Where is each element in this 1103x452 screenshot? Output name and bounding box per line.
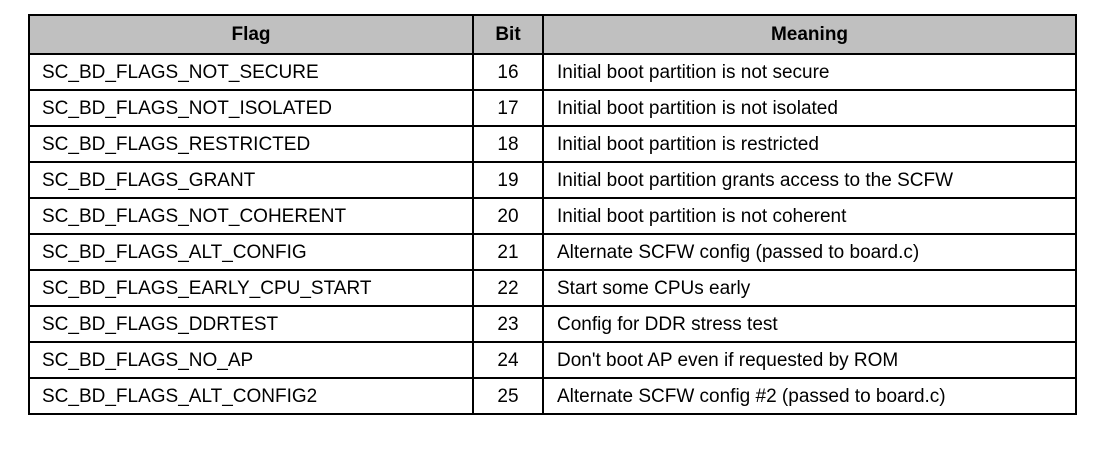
- table-row: SC_BD_FLAGS_ALT_CONFIG2 25 Alternate SCFW …: [28, 377, 1077, 415]
- bit-cell: 25: [472, 377, 544, 415]
- table-row: SC_BD_FLAGS_RESTRICTED 18 Initial boot par…: [28, 125, 1077, 163]
- meaning-cell: Initial boot partition grants access to …: [542, 161, 1077, 199]
- meaning-cell: Initial boot partition is not coherent: [542, 197, 1077, 235]
- meaning-cell: Initial boot partition is restricted: [542, 125, 1077, 163]
- table-body: SC_BD_FLAGS_NOT_SECURE 16 Initial boot par…: [28, 53, 1077, 415]
- table-row: SC_BD_FLAGS_NOT_SECURE 16 Initial boot par…: [28, 53, 1077, 91]
- meaning-cell: Config for DDR stress test: [542, 305, 1077, 343]
- column-header-meaning: Meaning: [542, 14, 1077, 55]
- table-row: SC_BD_FLAGS_EARLY_CPU_START 22 Start some …: [28, 269, 1077, 307]
- bit-cell: 20: [472, 197, 544, 235]
- column-header-bit: Bit: [472, 14, 544, 55]
- table-header: Flag Bit Meaning: [28, 14, 1077, 55]
- table-row: SC_BD_FLAGS_DDRTEST 23 Config for DDR stre…: [28, 305, 1077, 343]
- table-row: SC_BD_FLAGS_NOT_COHERENT 20 Initial boot p…: [28, 197, 1077, 235]
- meaning-cell: Alternate SCFW config #2 (passed to boar…: [542, 377, 1077, 415]
- flag-cell: SC_BD_FLAGS_NOT_COHERENT: [28, 197, 474, 235]
- flag-cell: SC_BD_FLAGS_RESTRICTED: [28, 125, 474, 163]
- flag-cell: SC_BD_FLAGS_GRANT: [28, 161, 474, 199]
- bit-cell: 23: [472, 305, 544, 343]
- table-row: SC_BD_FLAGS_GRANT 19 Initial boot partitio…: [28, 161, 1077, 199]
- table-row: SC_BD_FLAGS_NOT_ISOLATED 17 Initial boot p…: [28, 89, 1077, 127]
- bit-cell: 16: [472, 53, 544, 91]
- bit-cell: 24: [472, 341, 544, 379]
- meaning-cell: Don't boot AP even if requested by ROM: [542, 341, 1077, 379]
- bit-cell: 21: [472, 233, 544, 271]
- meaning-cell: Initial boot partition is not isolated: [542, 89, 1077, 127]
- column-header-flag: Flag: [28, 14, 474, 55]
- flag-cell: SC_BD_FLAGS_DDRTEST: [28, 305, 474, 343]
- flag-cell: SC_BD_FLAGS_NOT_ISOLATED: [28, 89, 474, 127]
- table-row: SC_BD_FLAGS_ALT_CONFIG 21 Alternate SCFW c…: [28, 233, 1077, 271]
- bit-cell: 17: [472, 89, 544, 127]
- flag-cell: SC_BD_FLAGS_EARLY_CPU_START: [28, 269, 474, 307]
- table-row: SC_BD_FLAGS_NO_AP 24 Don't boot AP even if…: [28, 341, 1077, 379]
- bit-cell: 18: [472, 125, 544, 163]
- header-row: Flag Bit Meaning: [28, 14, 1077, 55]
- meaning-cell: Start some CPUs early: [542, 269, 1077, 307]
- bit-cell: 22: [472, 269, 544, 307]
- meaning-cell: Initial boot partition is not secure: [542, 53, 1077, 91]
- meaning-cell: Alternate SCFW config (passed to board.c…: [542, 233, 1077, 271]
- flag-cell: SC_BD_FLAGS_ALT_CONFIG: [28, 233, 474, 271]
- boot-flags-table-container: Flag Bit Meaning SC_BD_FLAGS_NOT_SECURE 1…: [28, 14, 1077, 415]
- flag-cell: SC_BD_FLAGS_NOT_SECURE: [28, 53, 474, 91]
- flag-cell: SC_BD_FLAGS_NO_AP: [28, 341, 474, 379]
- bit-cell: 19: [472, 161, 544, 199]
- flag-cell: SC_BD_FLAGS_ALT_CONFIG2: [28, 377, 474, 415]
- boot-flags-table: Flag Bit Meaning SC_BD_FLAGS_NOT_SECURE 1…: [28, 14, 1077, 415]
